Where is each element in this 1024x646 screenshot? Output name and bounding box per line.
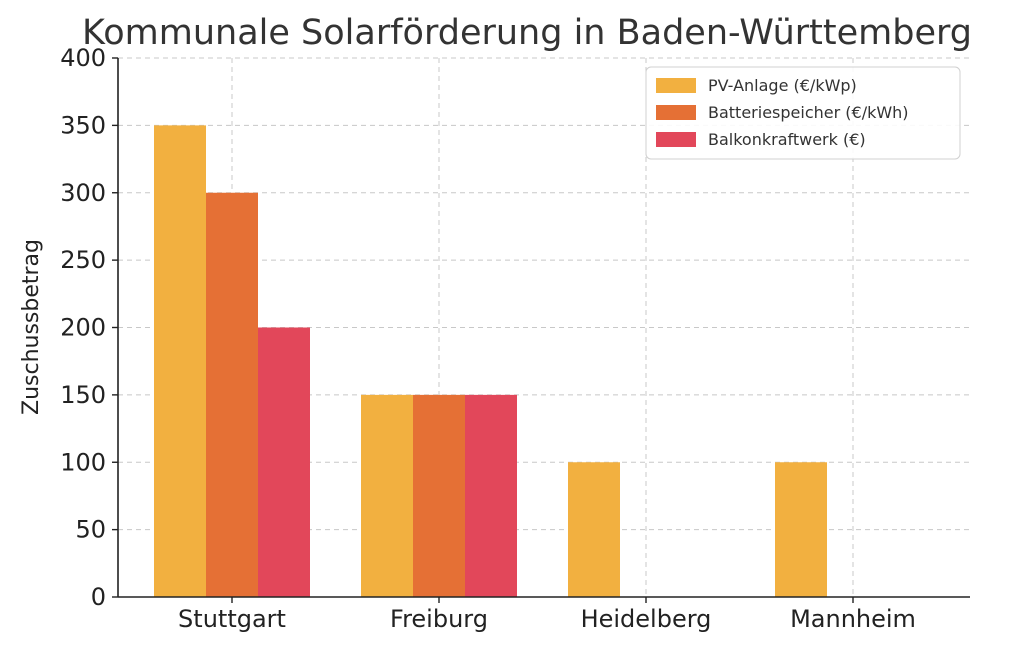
bar-freiburg-series-2: [413, 394, 465, 597]
y-tick-label: 150: [60, 381, 106, 409]
bar-stuttgart-series-1: [154, 125, 206, 597]
legend-label: PV-Anlage (€/kWp): [708, 76, 857, 95]
grid: [118, 57, 970, 597]
legend-label: Balkonkraftwerk (€): [708, 130, 866, 149]
bars: [154, 125, 827, 597]
legend-swatch: [656, 132, 696, 147]
bar-stuttgart-series-3: [258, 327, 310, 597]
bar-mannheim-series-1: [775, 462, 827, 597]
y-axis-label: Zuschussbetrag: [19, 239, 44, 415]
x-tick-label: Freiburg: [390, 605, 488, 633]
legend-swatch: [656, 78, 696, 93]
y-tick-label: 100: [60, 448, 106, 476]
y-tick-label: 0: [91, 583, 106, 611]
x-tick-label: Stuttgart: [178, 605, 286, 633]
y-tick-label: 350: [60, 111, 106, 139]
bar-stuttgart-series-2: [206, 192, 258, 597]
y-tick-labels: 0 50 100 150 200 250 300 350 400: [60, 44, 118, 611]
x-tick-label: Mannheim: [790, 605, 916, 633]
y-tick-label: 400: [60, 44, 106, 72]
y-tick-label: 200: [60, 314, 106, 342]
bar-freiburg-series-1: [361, 394, 413, 597]
y-tick-label: 50: [75, 516, 106, 544]
bar-freiburg-series-3: [465, 394, 517, 597]
x-tick-label: Heidelberg: [581, 605, 712, 633]
y-tick-label: 300: [60, 179, 106, 207]
legend-label: Batteriespeicher (€/kWh): [708, 103, 909, 122]
legend: PV-Anlage (€/kWp) Batteriespeicher (€/kWh…: [645, 66, 961, 160]
chart-title: Kommunale Solarförderung in Baden-Württe…: [82, 13, 972, 53]
legend-swatch: [656, 105, 696, 120]
bar-heidelberg-series-1: [568, 462, 620, 597]
legend-box: [645, 66, 961, 160]
y-tick-label: 250: [60, 246, 106, 274]
x-tick-labels: Stuttgart Freiburg Heidelberg Mannheim: [178, 597, 916, 633]
